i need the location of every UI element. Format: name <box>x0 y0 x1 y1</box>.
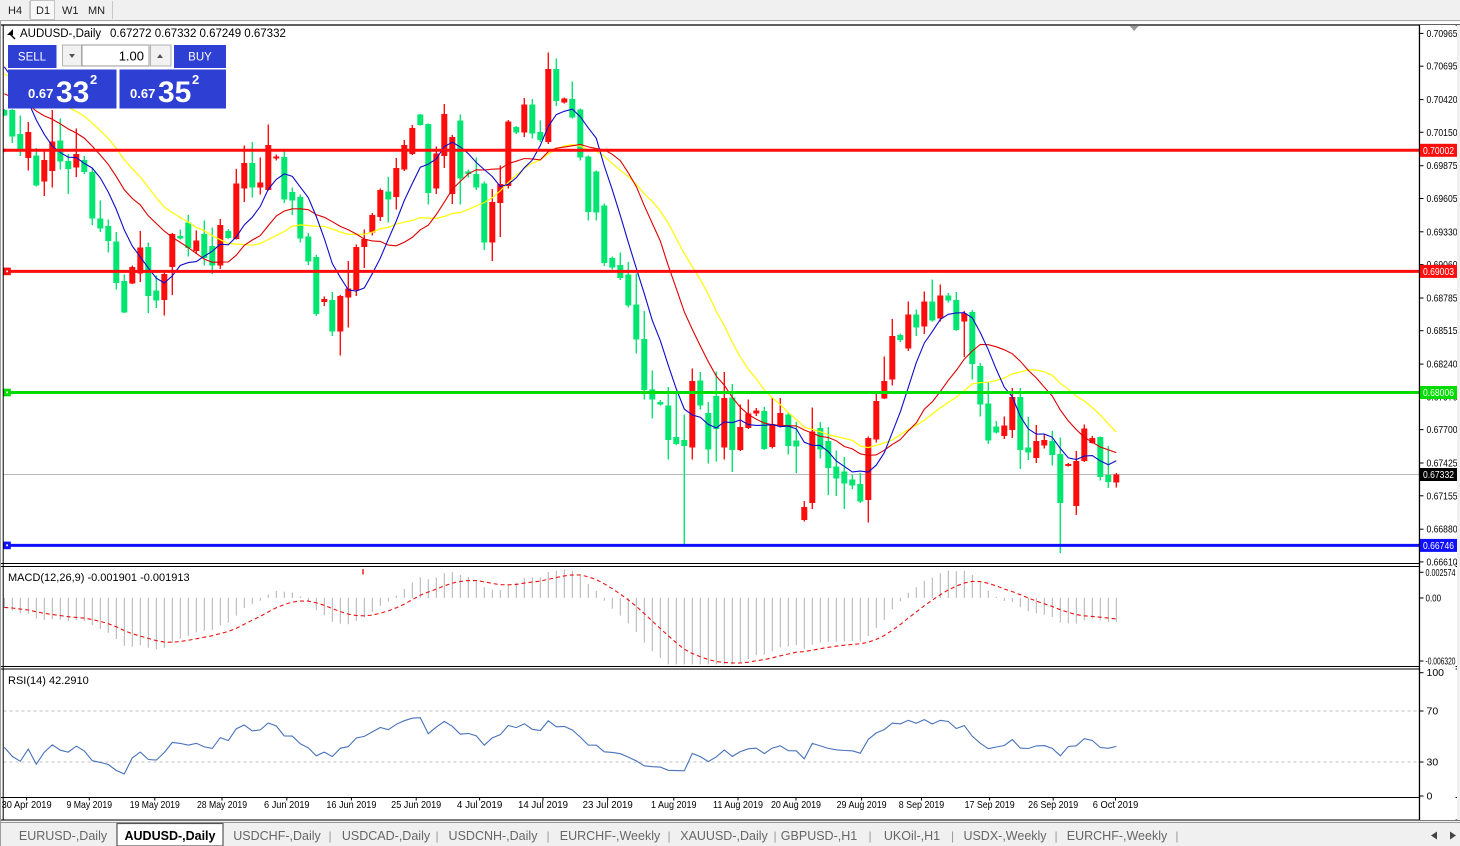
svg-text:|: | <box>435 829 438 843</box>
svg-text:2: 2 <box>90 72 97 87</box>
svg-text:0.70965: 0.70965 <box>1427 28 1458 40</box>
svg-text:17 Sep 2019: 17 Sep 2019 <box>965 799 1015 811</box>
svg-text:H4: H4 <box>8 5 22 17</box>
svg-text:2: 2 <box>192 72 199 87</box>
svg-text:RSI(14) 42.2910: RSI(14) 42.2910 <box>8 675 89 687</box>
svg-text:EURCHF-,Weekly: EURCHF-,Weekly <box>560 829 661 843</box>
svg-text:0.70150: 0.70150 <box>1427 127 1458 139</box>
svg-text:0.67: 0.67 <box>130 86 155 101</box>
svg-text:0.66610: 0.66610 <box>1427 556 1458 568</box>
svg-text:|: | <box>667 829 670 843</box>
svg-text:0.68006: 0.68006 <box>1423 387 1454 399</box>
svg-text:16 Jun 2019: 16 Jun 2019 <box>326 799 376 811</box>
svg-text:MN: MN <box>88 5 105 17</box>
svg-text:4 Jul 2019: 4 Jul 2019 <box>457 799 503 811</box>
svg-text:30: 30 <box>1427 757 1439 769</box>
svg-text:D1: D1 <box>36 5 50 17</box>
svg-text:11 Aug 2019: 11 Aug 2019 <box>713 799 763 811</box>
svg-text:EURCHF-,Weekly: EURCHF-,Weekly <box>1067 829 1168 843</box>
svg-text:USDCAD-,Daily: USDCAD-,Daily <box>342 829 431 843</box>
svg-text:0.66880: 0.66880 <box>1427 524 1458 536</box>
svg-text:-0.006320: -0.006320 <box>1426 656 1456 668</box>
svg-text:9 May 2019: 9 May 2019 <box>67 799 113 811</box>
svg-text:0.002574: 0.002574 <box>1426 567 1456 579</box>
svg-text:33: 33 <box>56 76 89 109</box>
svg-text:0.69003: 0.69003 <box>1423 266 1454 278</box>
svg-text:0.67272 0.67332 0.67249 0.6733: 0.67272 0.67332 0.67249 0.67332 <box>110 28 286 40</box>
svg-text:|: | <box>773 829 776 843</box>
svg-text:20 Aug 2019: 20 Aug 2019 <box>771 799 821 811</box>
svg-text:29 Aug 2019: 29 Aug 2019 <box>837 799 887 811</box>
svg-text:6 Oct 2019: 6 Oct 2019 <box>1093 799 1139 811</box>
svg-text:30 Apr 2019: 30 Apr 2019 <box>2 799 52 811</box>
svg-text:GBPUSD-,H1: GBPUSD-,H1 <box>781 829 857 843</box>
svg-text:35: 35 <box>158 76 191 109</box>
svg-text:0.69875: 0.69875 <box>1427 160 1458 172</box>
svg-text:0: 0 <box>1427 791 1433 803</box>
svg-text:USDCNH-,Daily: USDCNH-,Daily <box>449 829 539 843</box>
svg-text:XAUUSD-,Daily: XAUUSD-,Daily <box>680 829 768 843</box>
svg-text:25 Jun 2019: 25 Jun 2019 <box>391 799 441 811</box>
svg-text:0.68240: 0.68240 <box>1427 359 1458 371</box>
svg-text:|: | <box>951 829 954 843</box>
svg-text:0.68515: 0.68515 <box>1427 325 1458 337</box>
svg-text:UKOil-,H1: UKOil-,H1 <box>884 829 940 843</box>
svg-text:AUDUSD-,Daily: AUDUSD-,Daily <box>20 28 101 40</box>
svg-text:0.67: 0.67 <box>28 86 53 101</box>
svg-text:|: | <box>868 829 871 843</box>
svg-text:0.67332: 0.67332 <box>1423 469 1454 481</box>
svg-text:14 Jul 2019: 14 Jul 2019 <box>518 799 568 811</box>
svg-text:MACD(12,26,9) -0.001901 -0.001: MACD(12,26,9) -0.001901 -0.001913 <box>8 572 190 584</box>
svg-text:SELL: SELL <box>18 52 47 64</box>
svg-text:0.67700: 0.67700 <box>1427 424 1458 436</box>
svg-text:BUY: BUY <box>188 52 212 64</box>
svg-text:|: | <box>1054 829 1057 843</box>
svg-text:1 Aug 2019: 1 Aug 2019 <box>651 799 697 811</box>
svg-text:1.00: 1.00 <box>119 49 144 64</box>
svg-text:USDCHF-,Daily: USDCHF-,Daily <box>233 829 321 843</box>
svg-text:0.67155: 0.67155 <box>1427 490 1458 502</box>
svg-text:W1: W1 <box>62 5 79 17</box>
svg-text:8 Sep 2019: 8 Sep 2019 <box>899 799 945 811</box>
svg-text:|: | <box>546 829 549 843</box>
svg-text:0.70420: 0.70420 <box>1427 94 1458 106</box>
svg-text:70: 70 <box>1427 706 1439 718</box>
svg-text:0.70002: 0.70002 <box>1423 145 1454 157</box>
svg-text:0.00: 0.00 <box>1426 593 1442 605</box>
svg-text:26 Sep 2019: 26 Sep 2019 <box>1028 799 1078 811</box>
svg-text:28 May 2019: 28 May 2019 <box>197 799 247 811</box>
svg-text:19 May 2019: 19 May 2019 <box>130 799 180 811</box>
svg-text:0.67425: 0.67425 <box>1427 458 1458 470</box>
svg-text:100: 100 <box>1427 667 1445 679</box>
svg-text:0.70695: 0.70695 <box>1427 61 1458 73</box>
svg-text:|: | <box>1175 829 1178 843</box>
svg-text:6 Jun 2019: 6 Jun 2019 <box>264 799 310 811</box>
svg-text:|: | <box>328 829 331 843</box>
svg-text:0.68785: 0.68785 <box>1427 293 1458 305</box>
svg-text:0.69330: 0.69330 <box>1427 226 1458 238</box>
svg-text:AUDUSD-,Daily: AUDUSD-,Daily <box>125 829 216 843</box>
svg-text:EURUSD-,Daily: EURUSD-,Daily <box>19 829 108 843</box>
svg-text:USDX-,Weekly: USDX-,Weekly <box>963 829 1047 843</box>
svg-text:0.69605: 0.69605 <box>1427 193 1458 205</box>
svg-text:0.66746: 0.66746 <box>1423 540 1454 552</box>
svg-text:23 Jul 2019: 23 Jul 2019 <box>583 799 633 811</box>
